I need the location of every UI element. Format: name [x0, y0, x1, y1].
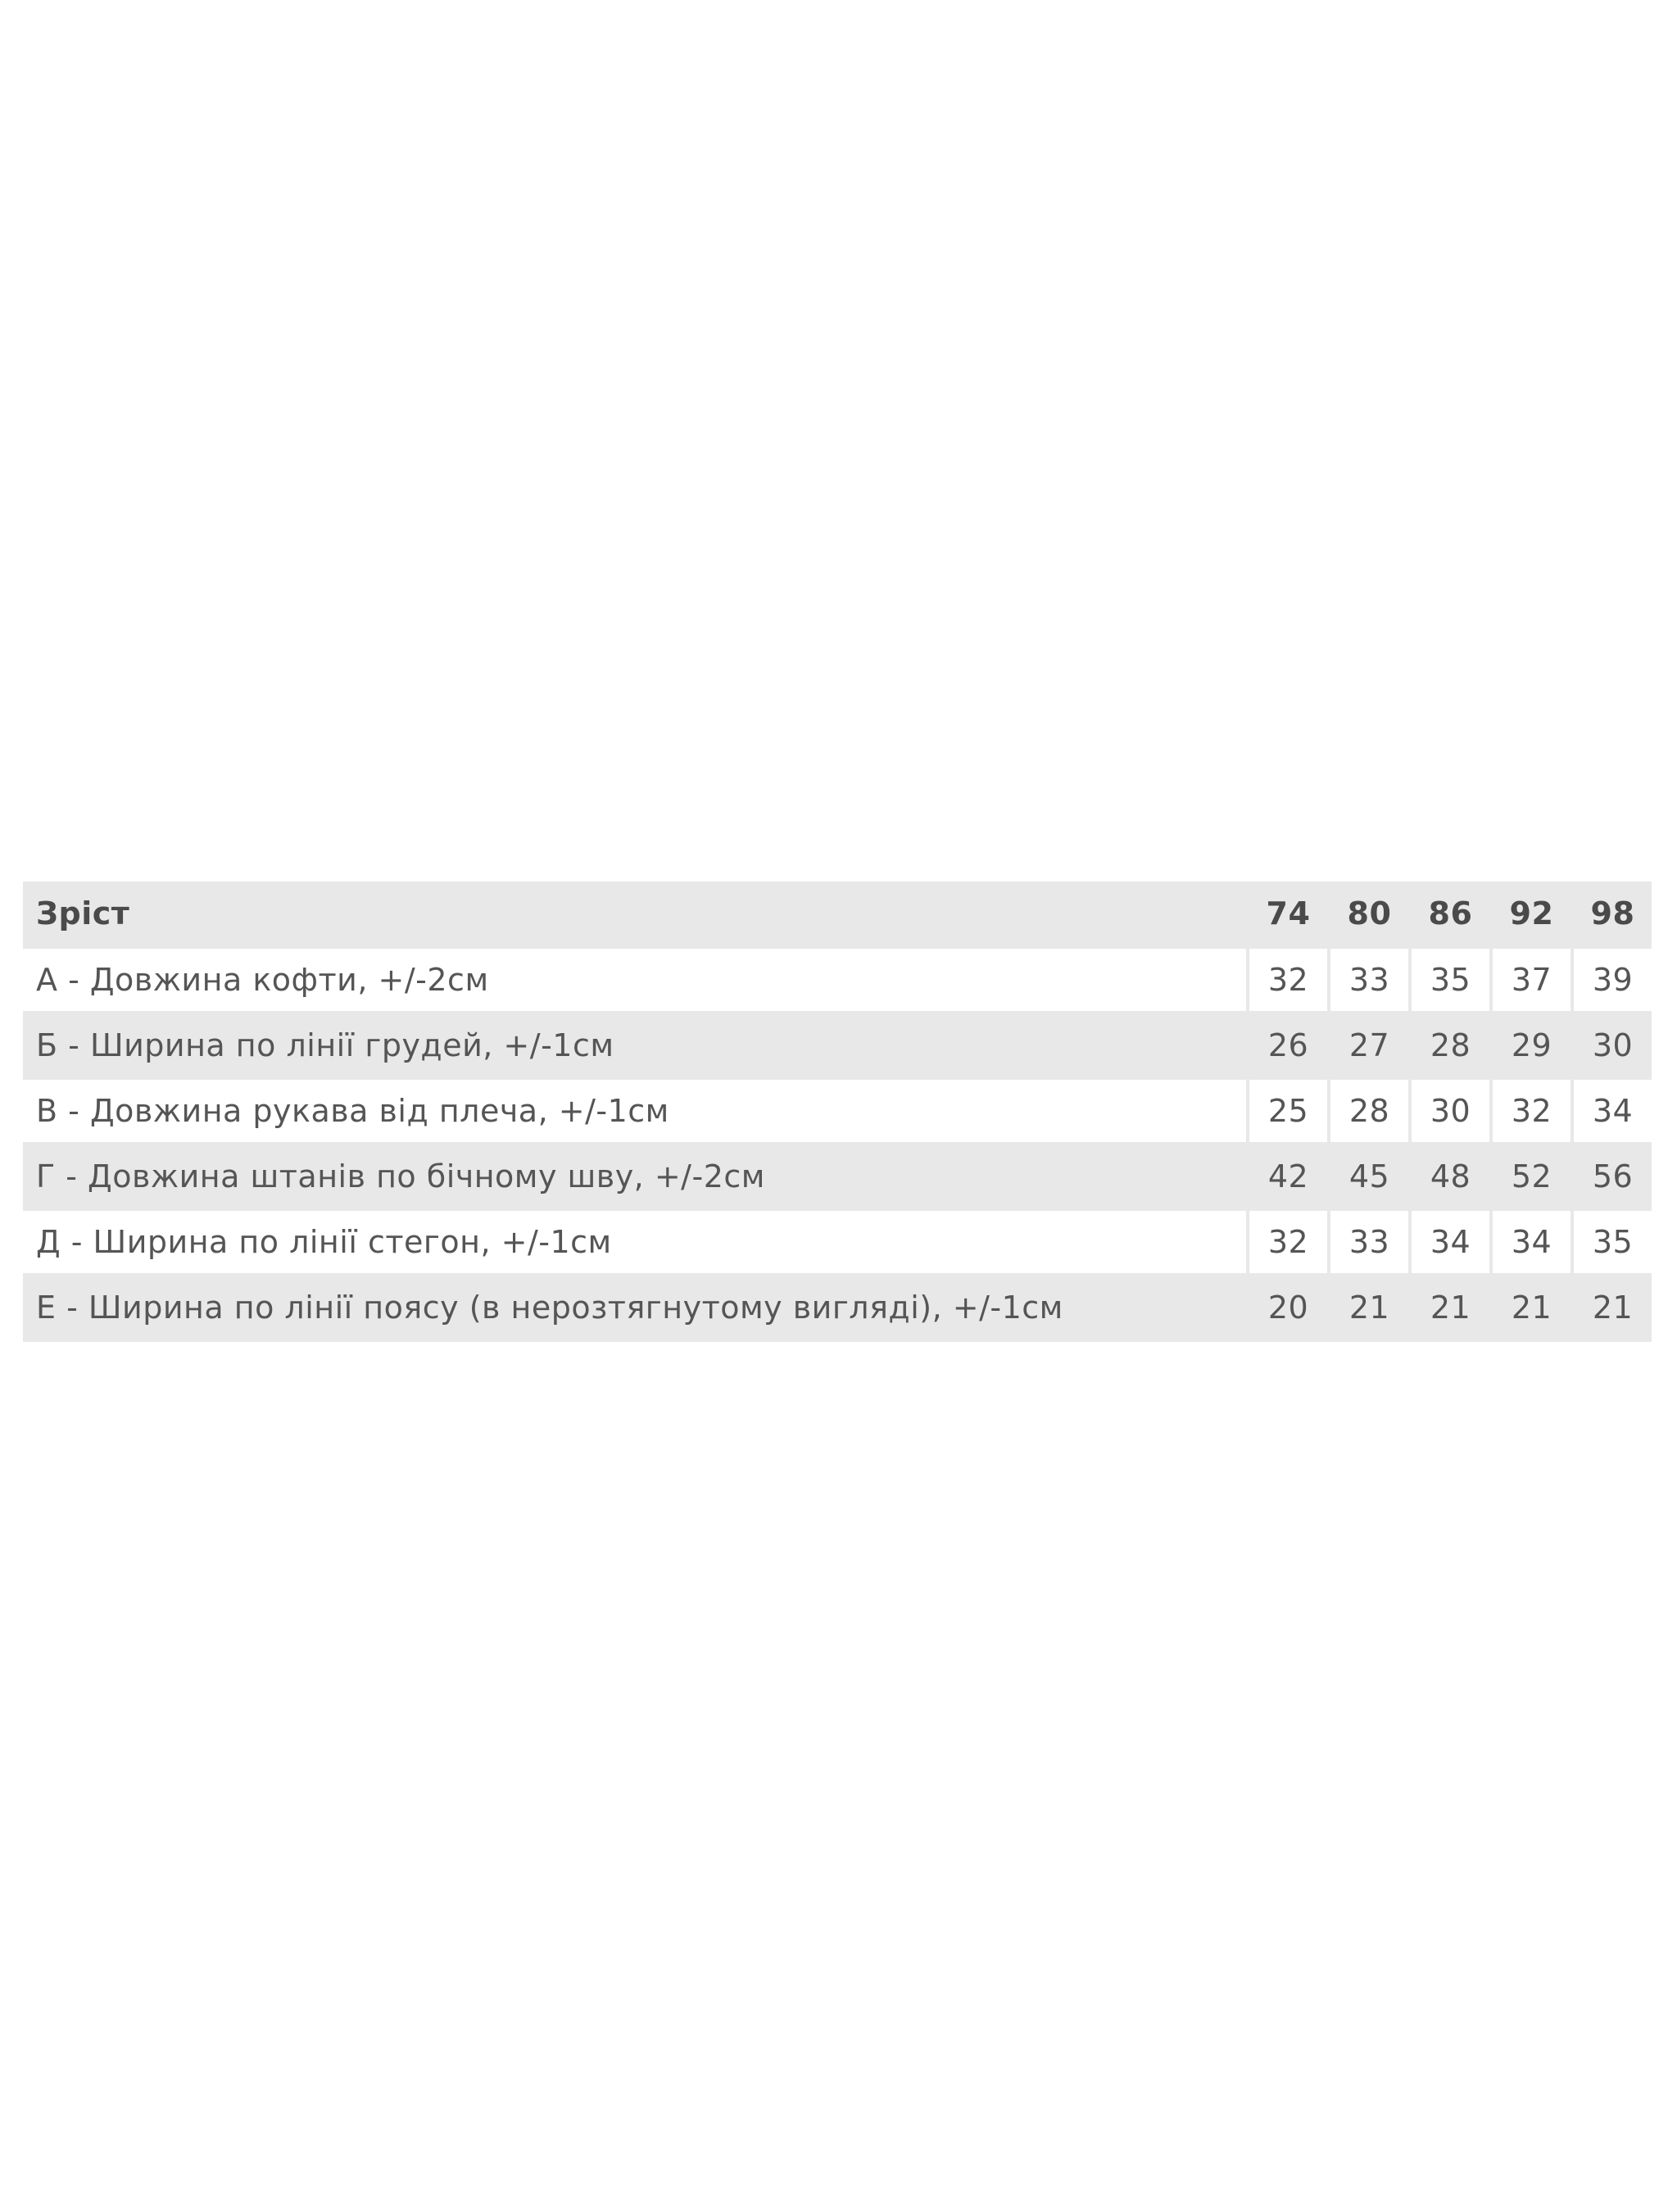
- size-table: Зріст 74 80 86 92 98 А - Довжина кофти, +/-2см…: [23, 882, 1652, 1342]
- size-value: 28: [1430, 1027, 1471, 1063]
- size-value: 30: [1412, 1080, 1489, 1142]
- row-label: Г - Довжина штанів по бічному шву, +/-2с…: [36, 1158, 765, 1194]
- size-value: 21: [1430, 1290, 1471, 1326]
- size-value: 27: [1349, 1027, 1390, 1063]
- table-row: В - Довжина рукава від плеча, +/-1см 25 28…: [23, 1080, 1652, 1142]
- table-row: А - Довжина кофти, +/-2см 32 33 35 37 39: [23, 949, 1652, 1011]
- size-value: 28: [1330, 1080, 1408, 1142]
- size-value: 21: [1592, 1290, 1634, 1326]
- size-value: 33: [1330, 1211, 1408, 1273]
- table-header-row: Зріст 74 80 86 92 98: [23, 882, 1652, 945]
- size-value: 74: [1266, 895, 1311, 931]
- size-value: 30: [1592, 1027, 1634, 1063]
- table-row: Д - Ширина по лінії стегон, +/-1см 32 33 34…: [23, 1211, 1652, 1273]
- size-value: 26: [1267, 1027, 1309, 1063]
- row-label: В - Довжина рукава від плеча, +/-1см: [23, 1080, 1246, 1142]
- size-value: 32: [1249, 1211, 1327, 1273]
- table-row: Е - Ширина по лінії поясу (в нерозтягнут…: [23, 1276, 1652, 1339]
- size-value: 33: [1330, 949, 1408, 1011]
- size-value: 39: [1574, 949, 1652, 1011]
- size-value: 32: [1249, 949, 1327, 1011]
- size-value: 56: [1592, 1158, 1634, 1194]
- row-label: Б - Ширина по лінії грудей, +/-1см: [36, 1027, 614, 1063]
- size-value: 35: [1574, 1211, 1652, 1273]
- size-value: 20: [1267, 1290, 1309, 1326]
- table-row: Г - Довжина штанів по бічному шву, +/-2с…: [23, 1145, 1652, 1208]
- size-value: 92: [1509, 895, 1554, 931]
- row-label: Д - Ширина по лінії стегон, +/-1см: [23, 1211, 1246, 1273]
- size-value: 52: [1511, 1158, 1552, 1194]
- row-label: Е - Ширина по лінії поясу (в нерозтягнут…: [36, 1290, 1063, 1326]
- row-label: А - Довжина кофти, +/-2см: [23, 949, 1246, 1011]
- table-row: Б - Ширина по лінії грудей, +/-1см 26 27 28…: [23, 1014, 1652, 1077]
- size-value: 35: [1412, 949, 1489, 1011]
- size-value: 45: [1349, 1158, 1390, 1194]
- size-value: 42: [1267, 1158, 1309, 1194]
- size-value: 32: [1493, 1080, 1571, 1142]
- size-value: 25: [1249, 1080, 1327, 1142]
- size-value: 34: [1574, 1080, 1652, 1142]
- size-value: 80: [1347, 895, 1392, 931]
- size-value: 21: [1511, 1290, 1552, 1326]
- size-value: 29: [1511, 1027, 1552, 1063]
- size-value: 37: [1493, 949, 1571, 1011]
- size-value: 86: [1428, 895, 1473, 931]
- size-value: 98: [1590, 895, 1635, 931]
- size-value: 48: [1430, 1158, 1471, 1194]
- row-label: Зріст: [36, 895, 130, 931]
- size-value: 34: [1412, 1211, 1489, 1273]
- size-value: 34: [1493, 1211, 1571, 1273]
- size-value: 21: [1349, 1290, 1390, 1326]
